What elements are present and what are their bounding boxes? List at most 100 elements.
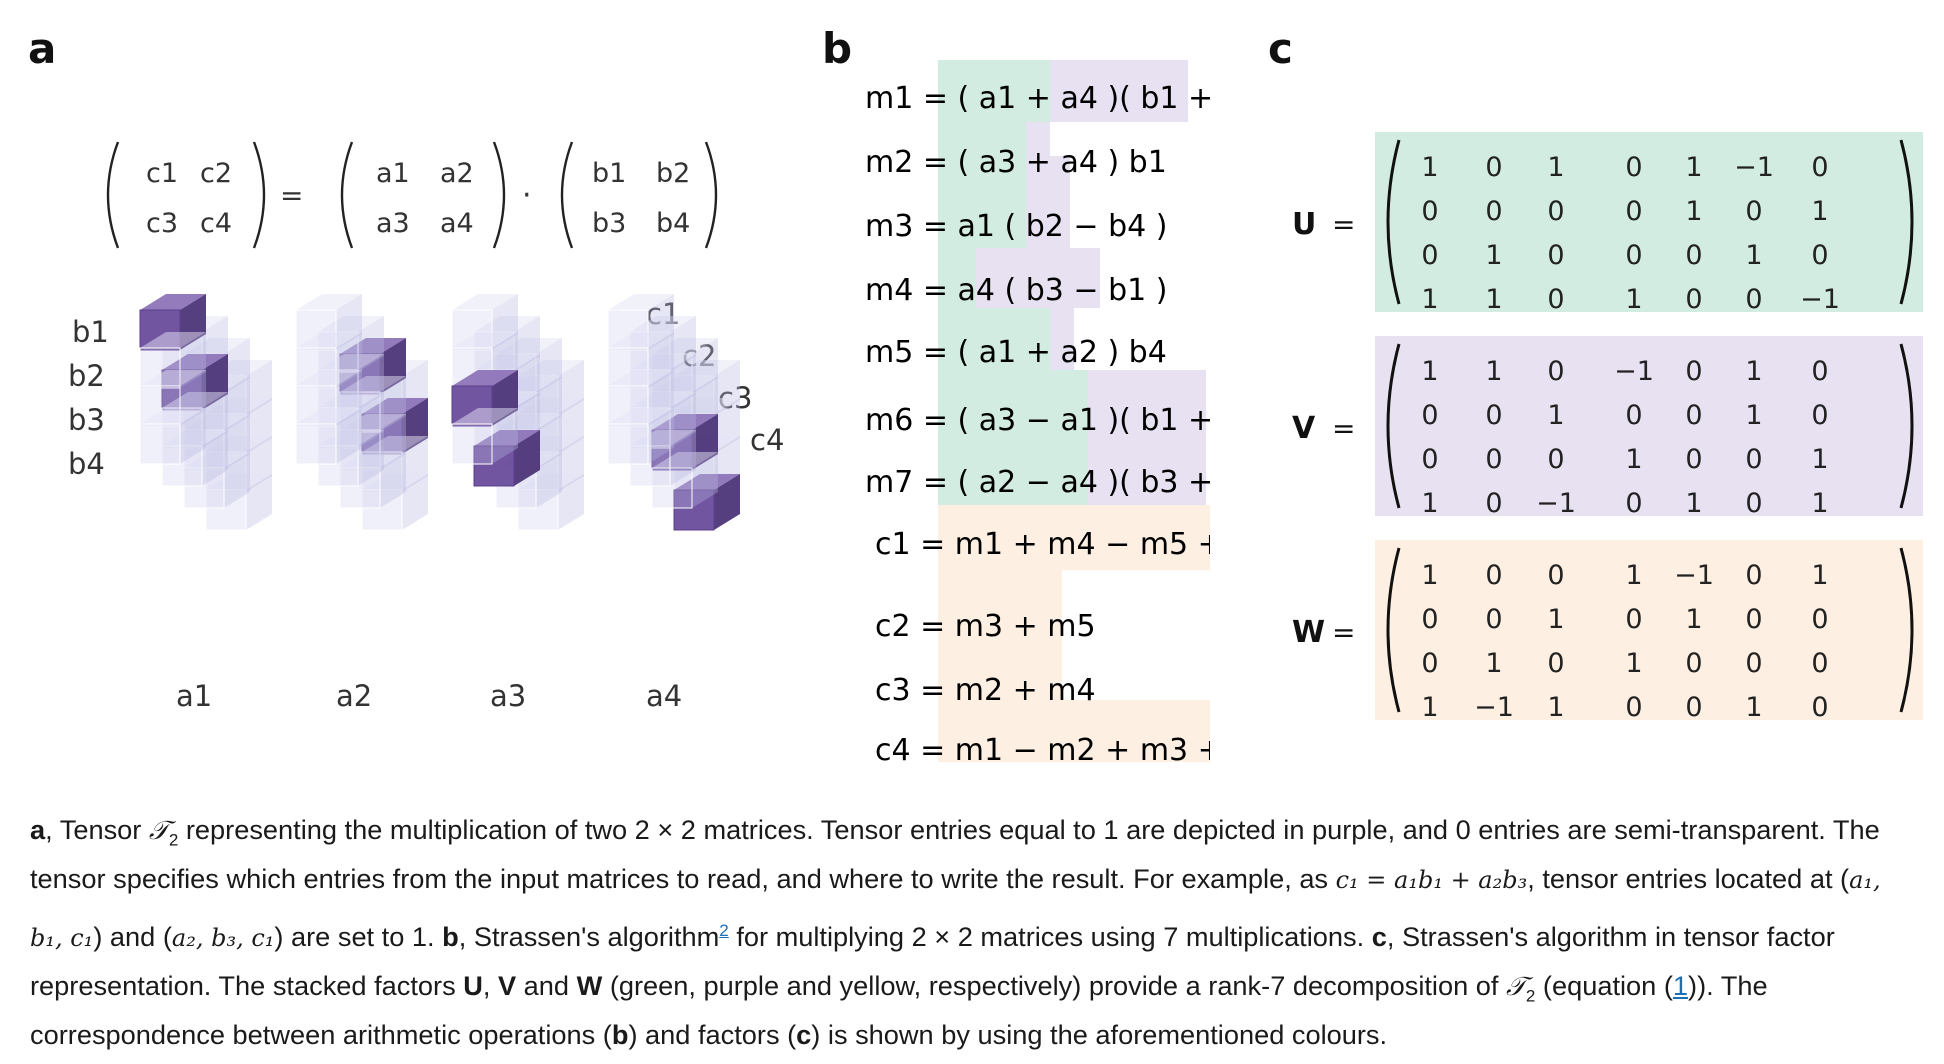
matrix-entry: 0 — [1547, 560, 1564, 591]
factor-u: U — [463, 970, 483, 1002]
matrix-entry: 0 — [1685, 356, 1702, 387]
b-axis-b2: b2 — [68, 359, 105, 393]
tensor-entry-one — [673, 474, 740, 531]
tensor-entry-zero — [317, 430, 384, 487]
equation-c2: c2 = m3 + m5 — [875, 609, 1096, 644]
matrix-entry: 0 — [1745, 284, 1762, 315]
matrix-entry: 1 — [1485, 356, 1502, 387]
tensor-entry-zero — [629, 430, 696, 487]
equation-m4: m4 = a4 ( b3 − b1 ) — [865, 273, 1167, 308]
c-matrix-c4: c4 — [200, 208, 232, 239]
equation-m5: m5 = ( a1 + a2 ) b4 — [865, 335, 1167, 370]
matrix-entry: 1 — [1685, 196, 1702, 227]
matrix-entry: 0 — [1625, 196, 1642, 227]
matrix-entry: 0 — [1685, 648, 1702, 679]
matrix-entry: 0 — [1745, 648, 1762, 679]
caption-label-b: b — [442, 921, 459, 953]
matrix-entry: 0 — [1745, 488, 1762, 519]
matrix-entry: 0 — [1421, 400, 1438, 431]
equals-sign: = — [280, 179, 303, 212]
left-paren — [1386, 547, 1401, 713]
b-matrix-b3: b3 — [592, 208, 626, 239]
b-axis-b4: b4 — [68, 447, 105, 481]
figure-caption: a, Tensor 𝒯 2 representing the multiplica… — [30, 806, 1920, 1059]
matrix-entry: 0 — [1625, 604, 1642, 635]
panel-label-b: b — [822, 24, 853, 73]
a-matrix-a1: a1 — [376, 158, 410, 189]
matrix-entry: 1 — [1811, 560, 1828, 591]
a-axis-labels: a1 a2 a3 a4 — [176, 679, 682, 713]
yellow-block — [938, 505, 1210, 570]
right-paren — [492, 141, 506, 249]
left-paren — [1386, 139, 1401, 305]
matrix-entry: 0 — [1685, 692, 1702, 723]
matrix-entry: 1 — [1625, 560, 1642, 591]
caption-text: , — [482, 970, 498, 1002]
color-blocks — [938, 60, 1210, 762]
matrix-entry: −1 — [1614, 356, 1654, 387]
caption-text: (green, purple and yellow, respectively)… — [602, 970, 1506, 1002]
matrix-entry: 0 — [1421, 444, 1438, 475]
matrix-entry: −1 — [1536, 488, 1576, 519]
a-axis-a1: a1 — [176, 679, 212, 713]
tensor-symbol: 𝒯 — [148, 816, 169, 846]
caption-text: ) and factors ( — [628, 1019, 797, 1051]
caption-text: representing the multiplication of two 2… — [30, 814, 1880, 894]
matrix-entry: 1 — [1625, 648, 1642, 679]
matrix-entry: 1 — [1547, 604, 1564, 635]
matrix-entry: 1 — [1625, 444, 1642, 475]
matrix-entry: 0 — [1811, 152, 1828, 183]
matrix-equals: = — [1332, 208, 1355, 241]
caption-text: (equation ( — [1535, 970, 1673, 1002]
matrix-entry: 0 — [1811, 356, 1828, 387]
matrix-entry: 1 — [1547, 692, 1564, 723]
matrix-entry: 0 — [1745, 604, 1762, 635]
matrix-entry: 0 — [1485, 444, 1502, 475]
matrix-entry: 1 — [1485, 284, 1502, 315]
matrix-equation: c1 c2 c3 c4 = a1 a2 a3 a4 · b1 b2 b3 b4 — [106, 141, 718, 249]
b-axis-labels: b1 b2 b3 b4 — [68, 315, 109, 481]
left-paren — [106, 141, 120, 249]
matrix-entry: 1 — [1421, 356, 1438, 387]
right-paren — [1899, 139, 1914, 305]
caption-label-a: a — [30, 814, 46, 845]
reference-link-2[interactable]: 2 — [719, 921, 729, 940]
factor-v: V — [497, 970, 517, 1002]
yellow-block — [938, 700, 1210, 762]
tensor-slice — [139, 294, 272, 531]
tensor-slice — [295, 294, 428, 531]
equation-link-1[interactable]: 1 — [1672, 970, 1689, 1002]
matrix-background — [1375, 540, 1923, 720]
strassen-algorithm: m1 = ( a1 + a4 )( b1 + b4 ) m2 = ( a3 + … — [865, 60, 1210, 768]
matrix-entry: 1 — [1421, 152, 1438, 183]
a-axis-a2: a2 — [336, 679, 372, 713]
matrix-entry: 1 — [1745, 400, 1762, 431]
a-axis-a4: a4 — [646, 679, 682, 713]
matrix-entry: −1 — [1674, 560, 1714, 591]
left-paren — [340, 141, 354, 249]
matrix-equals: = — [1332, 616, 1355, 649]
entry-location-2: a₂, b₃, c₁ — [171, 924, 275, 953]
tensor-entry-one — [473, 430, 540, 487]
purple-block — [1026, 122, 1050, 248]
panel-label-a: a — [28, 24, 57, 73]
matrix-entry: 0 — [1811, 400, 1828, 431]
purple-block — [1088, 370, 1206, 505]
matrix-entry: 1 — [1421, 284, 1438, 315]
caption-text: , tensor entries located at ( — [1527, 863, 1850, 894]
matrix-entry: 0 — [1547, 196, 1564, 227]
matrix-entry: 0 — [1485, 152, 1502, 183]
matrix-entry: 1 — [1485, 240, 1502, 271]
matrix-entry: 0 — [1811, 692, 1828, 723]
matrix-entry: 1 — [1547, 152, 1564, 183]
matrix-entry: 0 — [1485, 560, 1502, 591]
matrix-name: W — [1292, 615, 1325, 650]
caption-text: ) is shown by using the aforementioned c… — [811, 1019, 1388, 1051]
tensor-entry-zero — [161, 430, 228, 487]
caption-text: ) and ( — [93, 921, 172, 953]
matrix-entry: 1 — [1811, 196, 1828, 227]
tensor-entry-zero — [607, 408, 674, 465]
caption-text: , Tensor — [45, 814, 149, 845]
matrix-entry: 0 — [1685, 400, 1702, 431]
matrix-entry: 1 — [1745, 240, 1762, 271]
